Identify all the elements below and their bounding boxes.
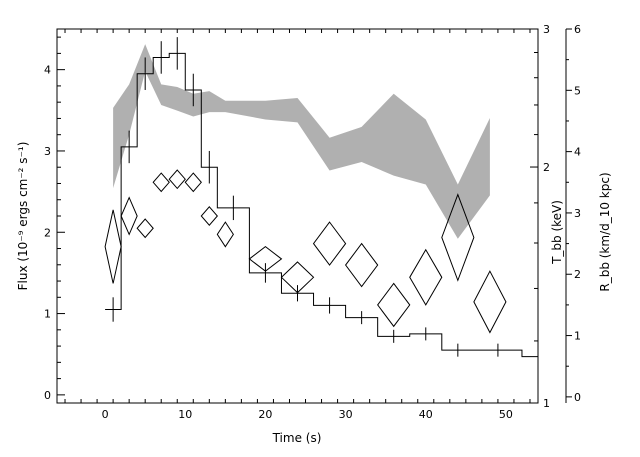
x-axis-title: Time (s) [272, 431, 322, 445]
radius-diamond [120, 196, 138, 236]
radius-diamond [248, 246, 283, 272]
y-ticks-left: 0 1 2 3 4 [44, 36, 65, 402]
y-tick-label-left: 3 [44, 145, 51, 158]
y-axis-title-R: R_bb (km/d_10 kpc) [598, 172, 612, 291]
radius-diamond [216, 221, 234, 248]
radius-diamond [136, 218, 154, 239]
kT-band [113, 44, 490, 239]
x-tick-label: 10 [178, 408, 192, 421]
y-tick-label-kT: 3 [543, 23, 550, 36]
radius-diamond [409, 248, 443, 306]
x-tick-label: 40 [419, 408, 433, 421]
y-tick-label-R: 4 [574, 146, 581, 159]
radius-diamond [152, 172, 170, 193]
radius-diamond [312, 221, 347, 266]
y-tick-label-kT: 1 [543, 397, 550, 410]
radius-diamond [344, 242, 379, 288]
y-axis-title-kT: T_bb (keV) [550, 200, 564, 265]
radius-diamond [168, 169, 186, 190]
y-tick-label-R: 1 [574, 330, 581, 343]
y-tick-label-R: 5 [574, 84, 581, 97]
y-tick-label-left: 2 [44, 226, 51, 239]
radius-diamond [104, 209, 122, 284]
radius-diamond [184, 172, 202, 193]
flux-histogram-layer [105, 52, 538, 358]
x-ticks: 0 10 20 30 40 50 [64, 29, 531, 421]
kT-band-layer [113, 44, 490, 239]
y-tick-label-left: 1 [44, 308, 51, 321]
radius-diamond [377, 282, 411, 328]
y-tick-label-kT: 2 [543, 161, 550, 174]
x-tick-label: 30 [339, 408, 353, 421]
radius-diamond [441, 193, 475, 282]
y-tick-label-left: 0 [44, 389, 51, 402]
y-tick-label-R: 2 [574, 268, 581, 281]
y-ticks-R: 0 1 2 3 4 5 6 [566, 23, 581, 404]
radius-diamond [473, 270, 507, 334]
flux-histogram [105, 52, 538, 358]
y-tick-label-left: 4 [44, 64, 51, 77]
y-tick-label-R: 3 [574, 207, 581, 220]
y-axis-title-left: Flux (10⁻⁹ ergs cm⁻² s⁻¹) [16, 142, 30, 291]
x-tick-label: 20 [258, 408, 272, 421]
y-tick-label-R: 0 [574, 391, 581, 404]
flux-error-bars-layer [112, 37, 499, 357]
x-tick-label: 0 [102, 408, 109, 421]
radius-diamonds-layer [104, 169, 507, 334]
radius-diamond [200, 206, 218, 226]
x-tick-label: 50 [499, 408, 513, 421]
radius-diamond [280, 261, 315, 294]
y-tick-label-R: 6 [574, 23, 581, 36]
y-ticks-kT: 1 2 3 [530, 23, 550, 410]
